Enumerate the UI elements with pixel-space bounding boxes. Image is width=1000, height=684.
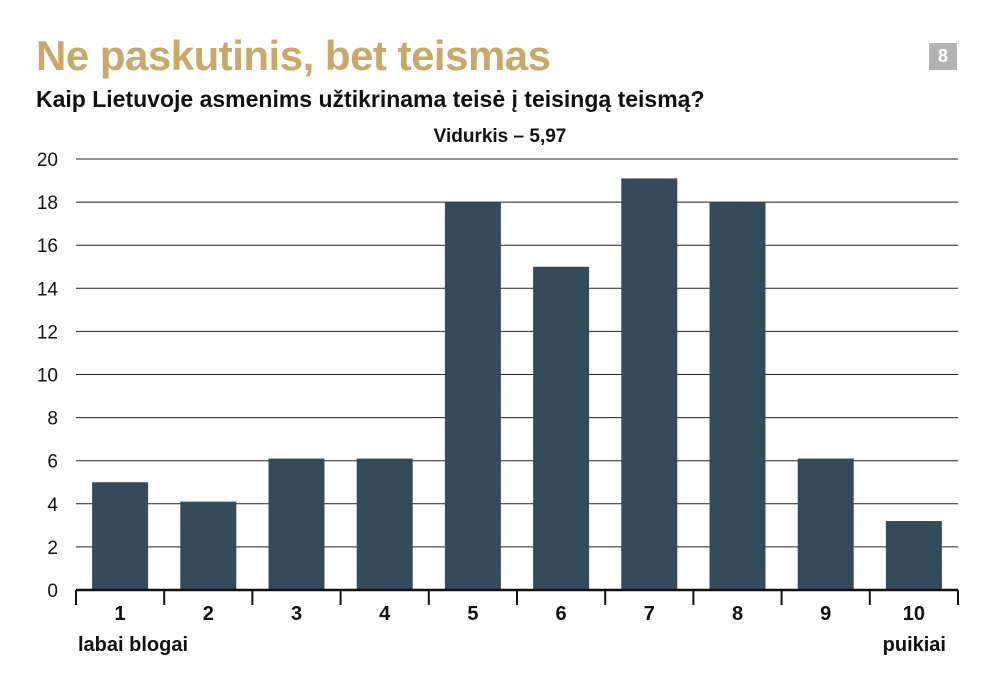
x-tick-label: 9: [820, 603, 831, 625]
x-tick-label: 4: [379, 603, 391, 625]
x-tick-label: 5: [467, 603, 478, 625]
page-number-badge: 8: [929, 43, 957, 70]
x-tick-label: 8: [732, 603, 743, 625]
bar: [444, 202, 501, 590]
x-tick-label: 6: [556, 603, 567, 625]
bar: [885, 521, 942, 590]
y-tick-label: 14: [37, 279, 59, 300]
y-tick-label: 0: [47, 581, 58, 602]
bar: [268, 458, 325, 590]
bar: [180, 501, 237, 590]
y-tick-label: 2: [47, 538, 58, 559]
bar: [356, 458, 413, 590]
x-tick-label: 1: [115, 603, 126, 625]
y-tick-label: 10: [37, 366, 58, 387]
x-tick-label: 2: [203, 603, 214, 625]
x-left-end-label: labai blogai: [78, 634, 188, 656]
average-annotation: Vidurkis – 5,97: [433, 126, 567, 147]
x-tick-label: 10: [903, 603, 925, 625]
y-tick-label: 8: [47, 409, 58, 430]
bar: [92, 482, 149, 590]
y-tick-label: 18: [37, 193, 58, 214]
y-tick-label: 16: [37, 236, 58, 257]
y-tick-label: 12: [37, 322, 58, 343]
chart-title: Ne paskutinis, bet teismas: [36, 32, 551, 79]
chart-subtitle: Kaip Lietuvoje asmenims užtikrinama teis…: [36, 86, 705, 112]
y-tick-label: 20: [37, 150, 58, 171]
y-tick-label: 4: [47, 495, 58, 516]
x-right-end-label: puikiai: [883, 634, 946, 656]
y-tick-label: 6: [47, 452, 58, 473]
bar: [621, 178, 678, 590]
x-tick-label: 3: [291, 603, 302, 625]
bar: [709, 202, 766, 590]
bar: [797, 458, 854, 590]
x-tick-label: 7: [644, 603, 655, 625]
bar: [533, 266, 590, 590]
